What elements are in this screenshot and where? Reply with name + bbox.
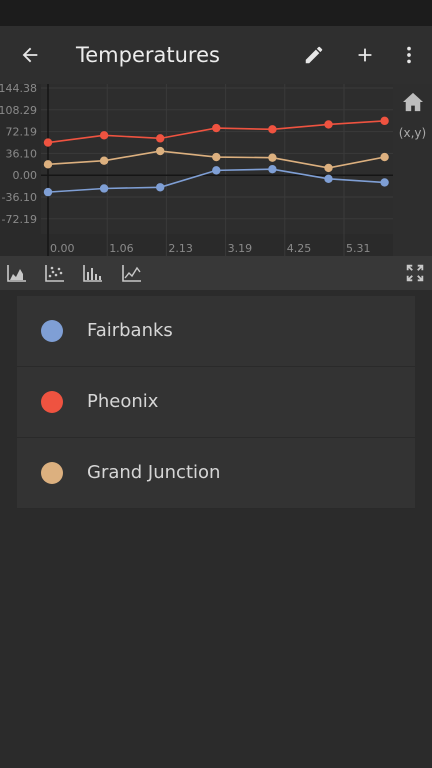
data-point <box>268 125 277 134</box>
legend-item-pheonix[interactable]: Pheonix <box>17 367 415 438</box>
data-point <box>156 146 165 156</box>
legend-label: Pheonix <box>87 391 159 412</box>
coords-button[interactable]: (x,y) <box>393 126 432 140</box>
back-button[interactable] <box>10 26 50 84</box>
page-title: Temperatures <box>76 43 220 67</box>
pencil-icon <box>305 46 323 64</box>
data-point <box>268 164 277 174</box>
data-point <box>268 153 277 162</box>
y-tick-label: 36.10 <box>6 147 38 160</box>
data-point <box>212 166 221 175</box>
y-tick-label: 72.19 <box>6 126 38 139</box>
x-tick-label: 4.25 <box>287 242 312 255</box>
chart-area[interactable]: 144.38 108.29 72.19 36.10 0.00 -36.10 -72.19 0.… <box>0 84 432 256</box>
data-point <box>156 134 165 143</box>
legend-item-fairbanks[interactable]: Fairbanks <box>17 296 415 367</box>
data-point <box>43 138 53 147</box>
series-legend: Fairbanks Pheonix Grand Junction <box>17 296 415 509</box>
data-point <box>324 120 333 129</box>
y-tick-label: 108.29 <box>0 104 37 117</box>
more-options-button[interactable] <box>392 26 426 84</box>
legend-label: Fairbanks <box>87 320 173 341</box>
more-vert-icon <box>407 46 411 64</box>
data-point <box>43 187 53 197</box>
data-point <box>324 163 333 173</box>
data-point <box>99 184 109 193</box>
fullscreen-button[interactable] <box>400 256 430 290</box>
y-tick-label: -72.19 <box>2 213 37 226</box>
line-chart-icon <box>122 265 141 282</box>
series-color-dot <box>41 462 63 484</box>
area-chart-icon <box>7 265 26 282</box>
scatter-chart-icon <box>45 265 64 282</box>
app-bar: Temperatures <box>0 26 432 84</box>
bar-chart-button[interactable] <box>78 256 108 290</box>
scatter-chart-button[interactable] <box>40 256 70 290</box>
y-tick-label: -36.10 <box>2 191 37 204</box>
data-point <box>156 183 165 192</box>
bar-chart-icon <box>83 265 102 282</box>
y-tick-label: 0.00 <box>13 169 38 182</box>
x-tick-label: 5.31 <box>346 242 371 255</box>
add-button[interactable] <box>345 26 385 84</box>
data-point <box>99 156 109 165</box>
data-point <box>99 131 109 140</box>
series-color-dot <box>41 391 63 413</box>
legend-item-grand-junction[interactable]: Grand Junction <box>17 438 415 509</box>
x-tick-label: 0.00 <box>50 242 75 255</box>
data-point <box>324 174 333 184</box>
line-chart[interactable]: 144.38 108.29 72.19 36.10 0.00 -36.10 -72.19 0.… <box>0 84 432 256</box>
chart-side-tools: (x,y) <box>393 84 432 256</box>
x-tick-label: 3.19 <box>228 242 253 255</box>
fullscreen-icon <box>406 264 424 282</box>
data-point <box>212 152 221 162</box>
y-tick-label: 144.38 <box>0 84 37 95</box>
edit-button[interactable] <box>294 26 334 84</box>
x-tick-label: 1.06 <box>109 242 134 255</box>
coords-label: (x,y) <box>398 126 427 140</box>
chart-toolbar <box>0 256 432 290</box>
line-chart-button[interactable] <box>117 256 147 290</box>
data-point <box>380 152 389 162</box>
home-icon <box>402 92 423 112</box>
data-point <box>380 116 389 126</box>
x-tick-label: 2.13 <box>168 242 193 255</box>
data-point <box>212 123 221 133</box>
area-chart-button[interactable] <box>2 256 32 290</box>
plus-icon <box>358 48 372 62</box>
arrow-left-icon <box>22 47 38 63</box>
series-color-dot <box>41 320 63 342</box>
home-button[interactable] <box>393 92 432 112</box>
data-point <box>43 160 53 169</box>
data-point <box>380 178 389 187</box>
legend-label: Grand Junction <box>87 462 221 483</box>
status-bar <box>0 0 432 26</box>
